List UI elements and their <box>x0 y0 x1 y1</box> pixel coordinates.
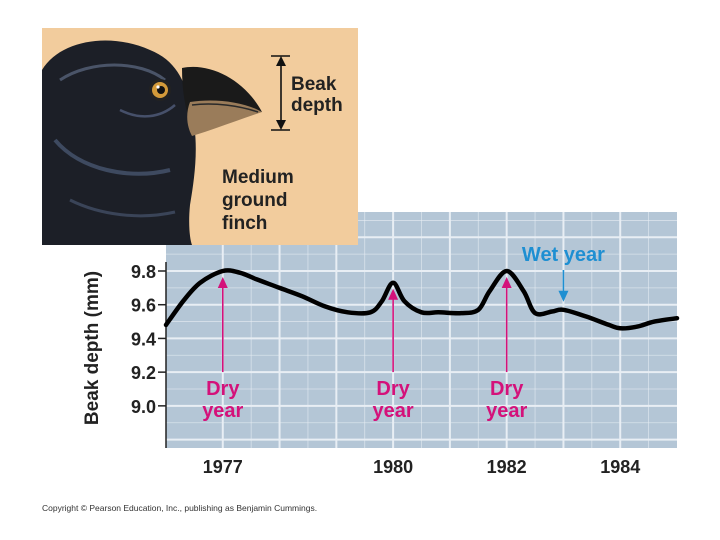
wet-year-arrowhead <box>558 290 569 302</box>
dry-year-label: Dry <box>376 378 410 400</box>
bottom-panel <box>42 448 677 497</box>
finch-label-line-1: Medium <box>222 167 294 188</box>
dry-year-arrowhead <box>217 277 228 288</box>
dry-year-arrowhead <box>388 288 399 300</box>
finch-label-line-3: finch <box>222 213 267 234</box>
dry-year-label: year <box>486 400 527 422</box>
finch-illustration: Beak depth Medium ground finch <box>42 28 358 246</box>
beak-label-line-1: Beak <box>291 74 337 95</box>
y-tick-label: 9.2 <box>131 363 156 383</box>
beak-depth-label: Beak depth <box>291 74 343 116</box>
dry-year-arrowhead <box>501 277 512 288</box>
beak-depth-series-line <box>163 268 680 331</box>
dry-year-label: Dry <box>206 378 240 400</box>
y-tick-label: 9.6 <box>131 296 156 316</box>
beak-label-line-2: depth <box>291 95 343 116</box>
finch-picture <box>42 40 262 246</box>
x-tick-label: 1982 <box>487 457 527 477</box>
dry-year-label: year <box>373 400 414 422</box>
finch-label: Medium ground finch <box>222 167 299 234</box>
x-tick-label: 1977 <box>203 457 243 477</box>
x-axis: 1977 1980 1982 1984 <box>203 457 640 477</box>
x-tick-label: 1984 <box>600 457 640 477</box>
copyright-notice: Copyright © Pearson Education, Inc., pub… <box>42 503 318 513</box>
y-tick-label: 9.8 <box>131 262 156 282</box>
y-axis-label: Beak depth (mm) <box>82 271 103 425</box>
x-tick-label: 1980 <box>373 457 413 477</box>
dry-year-label: Dry <box>490 378 524 400</box>
y-tick-label: 9.0 <box>131 397 156 417</box>
beak-depth-marker <box>271 55 290 131</box>
finch-label-line-2: ground <box>222 190 287 211</box>
dry-year-label: year <box>202 400 243 422</box>
y-tick-label: 9.4 <box>131 329 156 349</box>
wet-year-label: Wet year <box>522 244 605 266</box>
